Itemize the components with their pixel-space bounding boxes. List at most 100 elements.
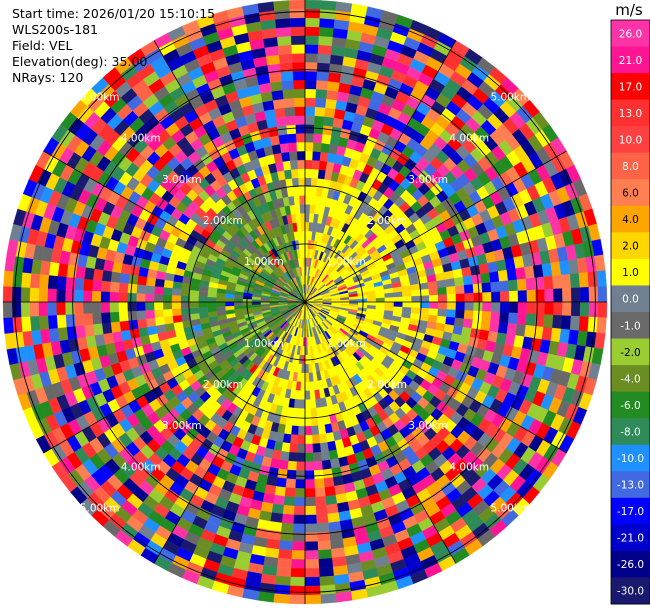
colorbar-tick-label: -6.0 xyxy=(620,400,641,412)
velocity-gate xyxy=(280,71,294,82)
velocity-gate xyxy=(257,591,275,603)
velocity-gate xyxy=(288,142,298,152)
colorbar-tick-label: 1.0 xyxy=(622,267,639,279)
velocity-gate xyxy=(216,301,226,307)
velocity-gate xyxy=(301,363,306,374)
info-elevation: Elevation(deg): 35.00 xyxy=(12,54,148,69)
velocity-gate xyxy=(491,301,501,313)
range-ring-label: 3.00km xyxy=(408,174,448,186)
velocity-gate xyxy=(299,195,306,205)
velocity-gate xyxy=(12,316,23,333)
velocity-gate xyxy=(553,301,563,316)
velocity-gate xyxy=(437,301,448,310)
velocity-gate xyxy=(300,372,306,383)
velocity-gate xyxy=(300,381,306,391)
range-ring-label: 1.00km xyxy=(326,256,366,268)
velocity-gate xyxy=(304,381,310,391)
velocity-gate xyxy=(304,505,317,516)
velocity-gate xyxy=(481,311,492,322)
velocity-gate xyxy=(375,293,385,299)
velocity-gate xyxy=(20,286,31,303)
velocity-gate xyxy=(327,80,340,92)
velocity-gate xyxy=(270,80,283,92)
range-ring-label: 2.00km xyxy=(367,379,407,391)
velocity-gate xyxy=(471,319,482,330)
velocity-gate xyxy=(304,88,317,99)
velocity-gate xyxy=(471,274,482,285)
velocity-gate xyxy=(285,478,296,489)
velocity-gate xyxy=(287,133,297,144)
velocity-gate xyxy=(289,151,298,161)
velocity-gate xyxy=(109,281,120,293)
velocity-gate xyxy=(154,278,165,288)
velocity-gate xyxy=(301,230,306,241)
velocity-gate xyxy=(136,318,148,329)
velocity-gate xyxy=(304,541,319,551)
velocity-gate xyxy=(309,381,315,391)
velocity-gate xyxy=(304,576,321,587)
velocity-gate xyxy=(515,267,527,280)
velocity-gate xyxy=(207,296,217,303)
velocity-gate xyxy=(436,279,447,289)
velocity-gate xyxy=(257,1,275,13)
range-ring-label: 3.00km xyxy=(162,174,202,186)
velocity-gate xyxy=(110,271,121,283)
velocity-gate xyxy=(481,282,492,293)
velocity-gate xyxy=(162,301,173,310)
velocity-gate xyxy=(224,297,235,303)
velocity-gate xyxy=(318,35,334,46)
velocity-gate xyxy=(251,301,261,305)
velocity-gate xyxy=(320,593,337,604)
range-ring-label: 1.00km xyxy=(244,338,284,350)
velocity-gate xyxy=(445,278,456,288)
colorbar-tick-label: 4.0 xyxy=(622,214,639,226)
velocity-gate xyxy=(327,512,340,524)
velocity-gate xyxy=(443,270,455,280)
velocity-gate xyxy=(314,487,326,498)
velocity-gate xyxy=(286,469,297,480)
velocity-gate xyxy=(314,478,325,489)
velocity-gate xyxy=(453,276,465,287)
velocity-gate xyxy=(289,576,306,587)
velocity-gate xyxy=(461,266,472,278)
velocity-gate xyxy=(579,301,590,318)
velocity-gate xyxy=(304,594,321,605)
velocity-gate xyxy=(402,296,412,303)
velocity-gate xyxy=(38,301,48,317)
colorbar-tick-label: 0.0 xyxy=(622,294,639,306)
velocity-gate xyxy=(517,290,528,303)
velocity-gate xyxy=(282,160,292,171)
velocity-gate xyxy=(189,289,200,297)
velocity-gate xyxy=(144,293,155,303)
velocity-gate xyxy=(100,280,111,292)
velocity-gate xyxy=(273,593,290,604)
velocity-gate xyxy=(311,159,321,170)
velocity-gate xyxy=(91,290,102,303)
velocity-gate xyxy=(588,286,599,303)
velocity-gate xyxy=(553,288,563,303)
velocity-gate xyxy=(455,285,465,295)
velocity-gate xyxy=(304,35,320,45)
velocity-gate xyxy=(288,452,298,462)
velocity-gate xyxy=(91,279,102,292)
velocity-gate xyxy=(295,124,306,134)
velocity-gate xyxy=(295,213,301,223)
velocity-gate xyxy=(136,301,146,311)
velocity-gate xyxy=(136,284,147,294)
velocity-gate xyxy=(29,273,41,289)
velocity-gate xyxy=(304,496,316,507)
velocity-gate xyxy=(12,271,23,288)
velocity-gate xyxy=(402,301,412,308)
velocity-gate xyxy=(473,292,483,303)
velocity-gate xyxy=(277,549,293,560)
velocity-gate xyxy=(275,17,291,29)
velocity-gate xyxy=(189,301,199,309)
velocity-gate xyxy=(588,301,599,318)
velocity-gate xyxy=(304,479,315,489)
velocity-gate xyxy=(472,283,483,294)
velocity-gate xyxy=(304,567,320,578)
velocity-gate xyxy=(304,44,319,54)
velocity-gate xyxy=(315,505,328,516)
velocity-gate xyxy=(411,301,421,309)
velocity-gate xyxy=(4,332,16,350)
